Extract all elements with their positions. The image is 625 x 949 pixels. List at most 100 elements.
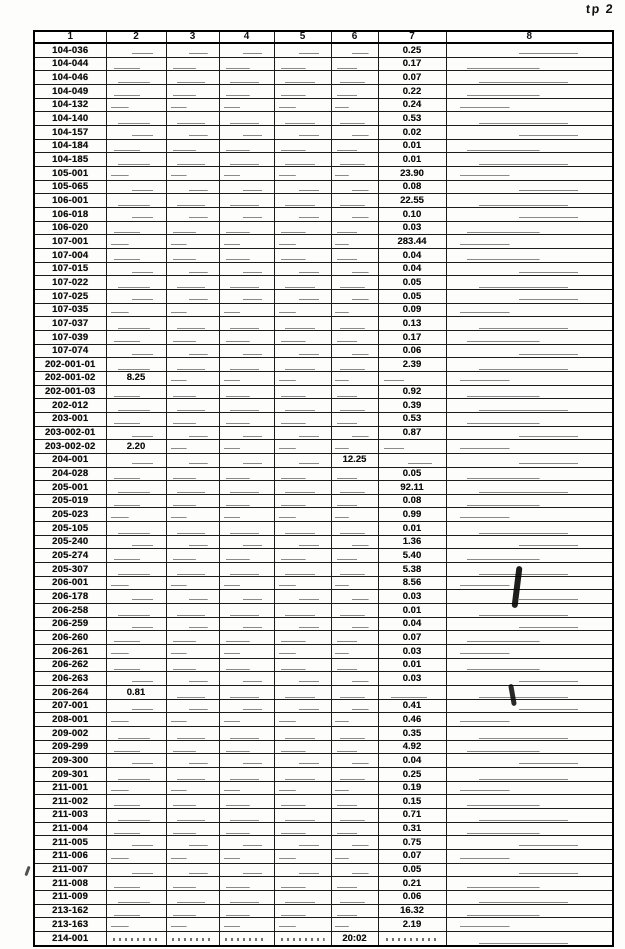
value-cell	[218, 685, 275, 700]
value-cell: 0.05	[377, 466, 447, 482]
row-id-cell: 206-258	[33, 603, 107, 618]
value-cell: 23.90	[377, 166, 447, 181]
value-cell	[445, 384, 614, 400]
table-row: 104-184 0.01	[33, 138, 614, 154]
value-cell	[105, 862, 167, 878]
value-cell: 0.03	[377, 220, 447, 236]
column-header: 5	[273, 30, 332, 44]
value-cell	[273, 835, 332, 850]
value-cell	[445, 589, 614, 605]
value-cell	[218, 152, 275, 168]
value-cell: 0.08	[377, 493, 447, 509]
value-cell	[445, 439, 614, 454]
value-cell	[218, 56, 275, 72]
row-id-cell: 206-260	[33, 630, 107, 646]
row-id-cell: 206-263	[33, 671, 107, 686]
row-id-cell: 213-163	[33, 917, 107, 932]
value-cell	[445, 794, 614, 809]
value-cell	[105, 84, 167, 99]
value-cell	[445, 657, 614, 673]
value-cell	[105, 603, 167, 618]
value-cell	[273, 725, 332, 741]
value-cell	[330, 848, 379, 864]
table-row: 206-262 0.01	[33, 657, 614, 673]
column-header: 8	[445, 30, 614, 44]
value-cell	[218, 807, 275, 823]
value-cell	[105, 903, 167, 919]
value-cell: 8.56	[377, 575, 447, 591]
value-cell	[218, 302, 275, 318]
value-cell	[105, 207, 167, 222]
table-row: 214-001 20:02	[33, 930, 614, 947]
value-cell	[330, 248, 379, 263]
value-cell	[445, 493, 614, 509]
value-cell	[105, 97, 167, 113]
value-cell	[218, 889, 275, 905]
value-cell	[218, 316, 275, 331]
table-row: 104-185 0.01	[33, 152, 614, 168]
value-cell	[165, 521, 220, 536]
table-row: 104-132 0.24	[33, 97, 614, 113]
value-cell	[445, 220, 614, 236]
value-cell	[218, 589, 275, 605]
value-cell: 5.38	[377, 562, 447, 577]
value-cell	[165, 384, 220, 400]
value-cell	[445, 534, 614, 550]
value-cell	[330, 507, 379, 523]
value-cell	[105, 138, 167, 154]
value-cell	[445, 930, 614, 947]
table-row: 106-001 22.55	[33, 193, 614, 209]
value-cell: 0.01	[377, 152, 447, 168]
table-row: 211-009 0.06	[33, 889, 614, 905]
value-cell	[273, 439, 332, 454]
value-cell	[105, 876, 167, 891]
value-cell	[218, 370, 275, 386]
value-cell	[445, 398, 614, 413]
value-cell	[165, 603, 220, 618]
value-cell	[165, 917, 220, 932]
value-cell	[165, 42, 220, 58]
value-cell	[165, 207, 220, 222]
value-cell	[218, 821, 275, 837]
value-cell: 0.19	[377, 780, 447, 796]
row-id-cell: 203-002-02	[33, 439, 107, 454]
value-cell	[218, 848, 275, 864]
value-cell	[218, 466, 275, 482]
table-row: 206-259 0.04	[33, 616, 614, 632]
value-cell	[105, 329, 167, 345]
value-cell	[218, 630, 275, 646]
value-cell	[330, 630, 379, 646]
value-cell	[105, 234, 167, 249]
value-cell	[330, 493, 379, 509]
value-cell	[330, 739, 379, 755]
value-cell	[273, 603, 332, 618]
table-row: 211-008 0.21	[33, 876, 614, 891]
value-cell	[105, 452, 167, 468]
value-cell	[165, 548, 220, 564]
value-cell	[218, 480, 275, 495]
table-row: 202-012 0.39	[33, 398, 614, 413]
value-cell	[165, 685, 220, 700]
value-cell	[445, 562, 614, 577]
value-cell	[273, 589, 332, 605]
value-cell	[445, 248, 614, 263]
value-cell	[105, 657, 167, 673]
value-cell	[330, 179, 379, 195]
row-id-cell: 207-001	[33, 698, 107, 714]
value-cell	[165, 398, 220, 413]
value-cell	[273, 343, 332, 359]
value-cell	[105, 739, 167, 755]
table-row: 211-007 0.05	[33, 862, 614, 878]
value-cell	[445, 521, 614, 536]
value-cell	[165, 616, 220, 632]
value-cell	[218, 384, 275, 400]
value-cell	[330, 521, 379, 536]
table-row: 104-036 0.25	[33, 42, 614, 58]
value-cell	[105, 220, 167, 236]
value-cell	[165, 316, 220, 331]
value-cell	[218, 42, 275, 58]
value-cell	[377, 452, 447, 468]
value-cell	[165, 56, 220, 72]
value-cell	[165, 97, 220, 113]
